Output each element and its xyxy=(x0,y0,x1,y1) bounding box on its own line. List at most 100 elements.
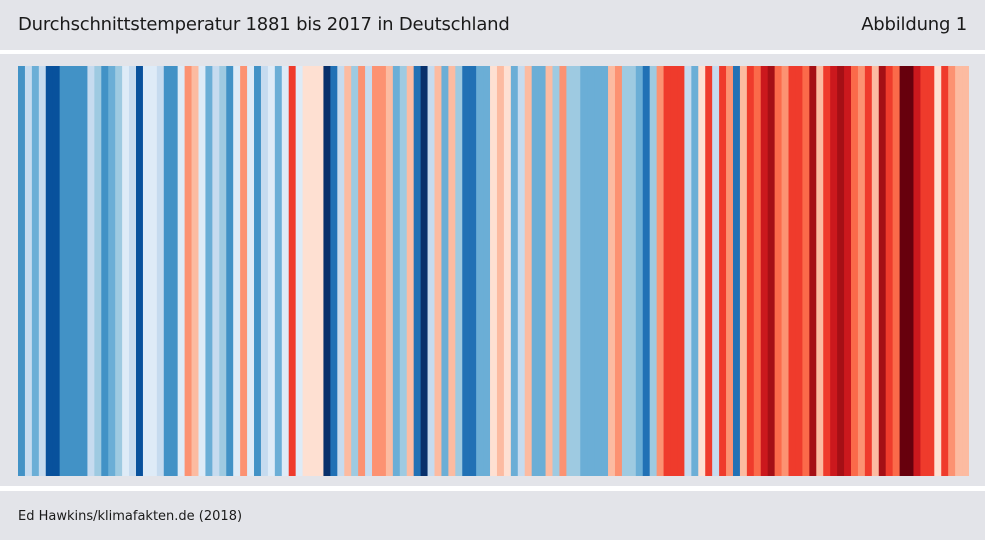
stripe-2000 xyxy=(844,66,852,476)
stripe-1935 xyxy=(392,66,401,476)
stripe-1968 xyxy=(621,66,630,476)
stripe-1978 xyxy=(691,66,699,476)
stripe-1903 xyxy=(170,66,179,476)
stripe-1916 xyxy=(260,66,269,476)
stripe-1995 xyxy=(809,66,817,476)
stripe-1992 xyxy=(788,66,797,476)
stripe-1944 xyxy=(455,66,463,476)
stripe-1998 xyxy=(830,66,838,476)
stripe-1941 xyxy=(434,66,443,476)
stripe-2001 xyxy=(850,66,859,476)
stripe-1963 xyxy=(587,66,595,476)
stripe-1960 xyxy=(566,66,574,476)
stripe-2012 xyxy=(927,66,935,476)
stripe-2009 xyxy=(906,66,915,476)
stripe-1990 xyxy=(774,66,783,476)
source-credit: Ed Hawkins/klimafakten.de (2018) xyxy=(18,509,243,524)
stripe-1966 xyxy=(608,66,616,476)
stripe-1996 xyxy=(816,66,824,476)
stripe-2010 xyxy=(913,66,922,476)
stripe-1965 xyxy=(601,66,609,476)
stripe-1947 xyxy=(476,66,484,476)
stripe-1980 xyxy=(705,66,713,476)
stripe-1934 xyxy=(385,66,394,476)
stripe-1936 xyxy=(399,66,408,476)
stripe-1942 xyxy=(441,66,449,476)
stripe-1997 xyxy=(823,66,831,476)
stripe-1915 xyxy=(254,66,262,476)
stripe-1940 xyxy=(427,66,436,476)
stripe-1918 xyxy=(274,66,283,476)
stripe-1977 xyxy=(684,66,692,476)
stripe-2006 xyxy=(885,66,894,476)
stripe-1931 xyxy=(365,66,373,476)
stripe-1955 xyxy=(531,66,540,476)
stripe-1930 xyxy=(358,66,366,476)
stripe-1899 xyxy=(142,66,151,476)
stripe-1988 xyxy=(760,66,769,476)
stripe-1962 xyxy=(580,66,588,476)
stripe-1964 xyxy=(594,66,602,476)
stripe-1959 xyxy=(559,66,567,476)
stripe-1892 xyxy=(94,66,102,476)
stripe-1943 xyxy=(448,66,456,476)
stripe-1972 xyxy=(649,66,658,476)
stripe-1895 xyxy=(115,66,123,476)
stripe-1956 xyxy=(538,66,547,476)
stripe-1976 xyxy=(677,66,685,476)
stripe-1883 xyxy=(31,66,40,476)
stripe-1907 xyxy=(198,66,207,476)
stripe-1911 xyxy=(226,66,234,476)
stripe-1937 xyxy=(406,66,415,476)
stripe-1945 xyxy=(462,66,470,476)
stripe-2015 xyxy=(948,66,956,476)
stripe-1893 xyxy=(101,66,109,476)
stripe-1901 xyxy=(156,66,165,476)
stripe-1999 xyxy=(837,66,845,476)
stripe-1954 xyxy=(524,66,533,476)
stripe-1939 xyxy=(420,66,429,476)
stripe-2008 xyxy=(899,66,908,476)
stripe-1917 xyxy=(267,66,276,476)
stripe-1891 xyxy=(87,66,95,476)
stripe-1926 xyxy=(330,66,338,476)
stripe-1923 xyxy=(309,66,318,476)
stripe-1906 xyxy=(191,66,200,476)
stripe-2002 xyxy=(857,66,866,476)
stripe-1984 xyxy=(732,66,741,476)
stripe-1975 xyxy=(670,66,679,476)
stripe-1951 xyxy=(503,66,512,476)
stripe-1989 xyxy=(767,66,776,476)
stripe-1920 xyxy=(288,66,297,476)
stripe-1949 xyxy=(490,66,498,476)
stripe-1950 xyxy=(496,66,505,476)
stripe-1969 xyxy=(628,66,637,476)
stripe-1982 xyxy=(719,66,727,476)
stripe-2014 xyxy=(941,66,949,476)
stripe-1882 xyxy=(24,66,33,476)
stripe-1910 xyxy=(219,66,227,476)
stripe-1912 xyxy=(233,66,241,476)
stripe-1971 xyxy=(642,66,651,476)
stripe-1908 xyxy=(205,66,213,476)
stripe-1933 xyxy=(378,66,387,476)
stripe-1973 xyxy=(656,66,665,476)
stripe-2007 xyxy=(892,66,901,476)
stripe-1991 xyxy=(781,66,790,476)
stripe-2017 xyxy=(962,66,969,476)
stripe-1957 xyxy=(545,66,554,476)
stripe-1909 xyxy=(212,66,220,476)
stripe-1932 xyxy=(372,66,380,476)
stripe-1970 xyxy=(635,66,644,476)
stripe-1928 xyxy=(344,66,352,476)
stripe-1919 xyxy=(281,66,290,476)
stripe-1922 xyxy=(302,66,311,476)
stripe-1967 xyxy=(614,66,623,476)
header-bar: Durchschnittstemperatur 1881 bis 2017 in… xyxy=(0,0,985,50)
stripe-1929 xyxy=(351,66,359,476)
stripe-1994 xyxy=(802,66,810,476)
warming-stripes-chart xyxy=(18,66,969,476)
stripe-1979 xyxy=(698,66,706,476)
stripe-1913 xyxy=(240,66,248,476)
stripe-2004 xyxy=(871,66,880,476)
